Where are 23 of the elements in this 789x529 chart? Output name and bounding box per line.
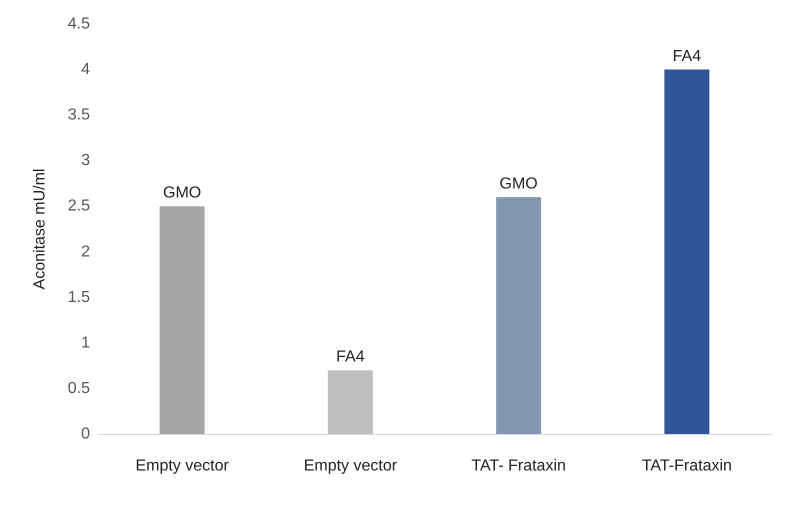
data-label: GMO xyxy=(163,184,202,202)
y-tick-label: 0 xyxy=(81,426,90,442)
y-tick-label: 3.5 xyxy=(68,106,90,124)
data-label: GMO xyxy=(500,176,538,193)
bar xyxy=(664,70,710,434)
bar xyxy=(496,197,542,434)
y-tick-label: 2 xyxy=(81,243,90,260)
y-tick-label: 1 xyxy=(81,334,90,352)
x-tick-label: Empty vector xyxy=(304,458,398,474)
data-label: FA4 xyxy=(672,48,702,66)
y-tick-label: 0.5 xyxy=(68,380,90,397)
y-tick-label: 4 xyxy=(81,61,90,78)
y-tick-label: 1.5 xyxy=(68,288,90,306)
data-label: FA4 xyxy=(336,348,365,366)
x-tick-label: TAT-Frataxin xyxy=(642,458,732,474)
y-axis-title: Aconitase mU/ml xyxy=(32,168,48,290)
bar xyxy=(328,370,373,434)
y-tick-label: 2.5 xyxy=(68,198,90,215)
x-tick-label: TAT- Frataxin xyxy=(471,458,566,474)
x-tick-label: Empty vector xyxy=(135,458,230,474)
bar xyxy=(160,206,205,434)
y-tick-label: 4.5 xyxy=(68,16,90,32)
y-tick-label: 3 xyxy=(81,152,90,170)
